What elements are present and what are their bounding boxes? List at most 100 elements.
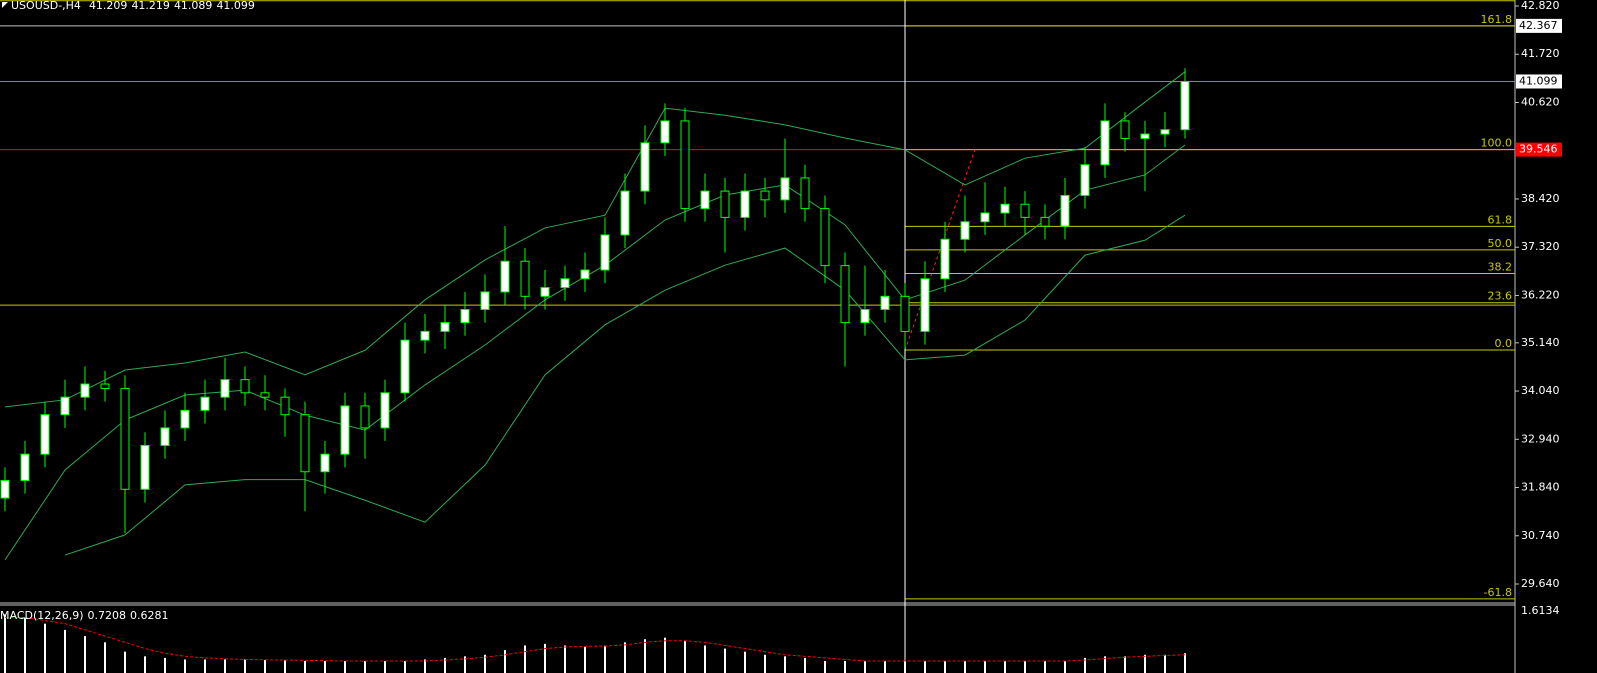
macd-bar (224, 659, 226, 673)
fib-label: 161.8 (1481, 13, 1513, 26)
macd-signal (5, 616, 1186, 662)
candle-body (520, 260, 530, 297)
candle-body (660, 120, 670, 144)
price-box-label: 41.099 (1519, 74, 1558, 87)
fib-label: 38.2 (1488, 261, 1513, 274)
candle-body (440, 322, 450, 332)
y-tick-label: 42.820 (1521, 0, 1560, 12)
macd-bar (844, 661, 846, 673)
band-lower (64, 214, 1186, 556)
macd-bar (244, 659, 246, 673)
candle-body (0, 480, 10, 499)
price-box (1516, 142, 1562, 157)
candle-body (600, 234, 610, 271)
candle-body (260, 392, 270, 398)
ohlc-value: 41.089 (174, 0, 213, 12)
macd-bar (484, 654, 486, 673)
candle-body (760, 190, 770, 201)
candle-body (480, 291, 490, 310)
candle-body (1060, 194, 1070, 227)
fib-label: 100.0 (1481, 137, 1513, 150)
candle-body (1040, 216, 1050, 227)
band-upper (4, 71, 1186, 408)
macd-bar (4, 614, 6, 673)
macd-bar (1064, 661, 1066, 673)
candle-body (1140, 133, 1150, 139)
macd-bar (344, 661, 346, 673)
macd-bar (144, 656, 146, 673)
fib-label: 50.0 (1488, 237, 1513, 250)
candle-body (640, 142, 650, 192)
candle-body (840, 265, 850, 324)
price-box-label: 42.367 (1519, 19, 1558, 32)
header: USOUSD-,H4 41.209 41.219 41.089 41.099 (11, 0, 255, 12)
candle-body (180, 409, 190, 429)
macd-bar (904, 661, 906, 673)
candle-body (160, 427, 170, 446)
macd-bar (864, 661, 866, 673)
candle-body (1020, 203, 1030, 218)
candle-body (240, 379, 250, 394)
candle-body (280, 396, 290, 416)
candle-body (720, 190, 730, 218)
candle-body (920, 278, 930, 332)
header-arrow (2, 2, 8, 8)
ohlc-value: 41.209 (89, 0, 128, 12)
macd-bar (764, 654, 766, 673)
macd-bar (924, 661, 926, 673)
candle-body (560, 278, 570, 289)
candle-body (980, 212, 990, 223)
y-tick-label: 32.940 (1521, 432, 1560, 445)
candle-body (1180, 80, 1190, 131)
candle-body (300, 414, 310, 473)
candle-body (1080, 164, 1090, 196)
candle-body (420, 330, 430, 341)
y-tick-label: 40.620 (1521, 95, 1560, 108)
macd-text: 0.7208 (88, 609, 127, 622)
candle-body (740, 190, 750, 218)
candle-body (1160, 129, 1170, 135)
macd-bar (204, 659, 206, 673)
candle-body (620, 190, 630, 236)
candle-body (380, 392, 390, 429)
fib-label: -61.8 (1484, 586, 1512, 599)
macd-bar (804, 657, 806, 673)
candle-body (1120, 120, 1130, 139)
macd-bar (324, 661, 326, 673)
fib-label: 61.8 (1488, 213, 1513, 226)
macd-bar (404, 661, 406, 673)
candle-body (460, 308, 470, 324)
candle-body (220, 379, 230, 398)
candle-body (100, 383, 110, 389)
candle-body (1000, 203, 1010, 214)
macd-bar (724, 648, 726, 673)
macd-bar (1044, 661, 1046, 673)
macd-bar (684, 640, 686, 673)
y-tick-label: 34.040 (1521, 384, 1560, 397)
macd-bar (1144, 654, 1146, 673)
macd-bar (644, 639, 646, 673)
macd-bar (584, 647, 586, 673)
macd-bar (1124, 656, 1126, 673)
macd-bar (624, 642, 626, 673)
macd-bar (284, 660, 286, 673)
macd-bar (184, 659, 186, 673)
candle-body (780, 177, 790, 201)
macd-bar (424, 659, 426, 673)
y-tick-label: 29.640 (1521, 577, 1560, 590)
macd-bar (104, 642, 106, 673)
y-tick-label: 37.320 (1521, 240, 1560, 253)
ohlc-value: 41.219 (131, 0, 170, 12)
candle-body (200, 396, 210, 411)
y-tick-label: 38.420 (1521, 192, 1560, 205)
price-box (1516, 74, 1562, 89)
candle-body (580, 269, 590, 280)
ohlc-value: 41.099 (216, 0, 255, 12)
macd-bar (124, 651, 126, 673)
candle-body (80, 383, 90, 398)
macd-bar (84, 636, 86, 673)
macd-bar (884, 661, 886, 673)
macd-text: MACD(12,26,9) (0, 609, 84, 622)
